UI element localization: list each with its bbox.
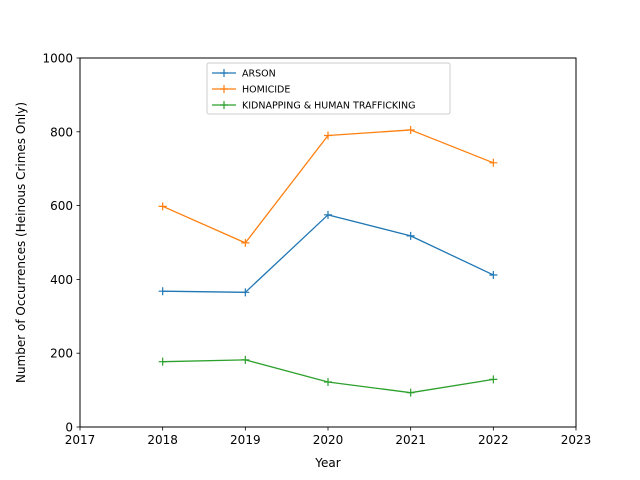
data-point-marker — [489, 270, 498, 279]
data-point-marker — [406, 231, 415, 240]
y-tick-label: 400 — [50, 273, 73, 287]
x-tick-label: 2020 — [313, 433, 344, 447]
series-layer — [158, 125, 498, 397]
data-point-marker — [241, 355, 250, 364]
data-point-marker — [324, 377, 332, 386]
y-tick-label: 800 — [50, 125, 73, 139]
x-tick-label: 2017 — [65, 433, 96, 447]
y-tick-label: 600 — [50, 199, 73, 213]
y-tick-label: 200 — [50, 347, 73, 361]
data-point-marker — [158, 202, 167, 211]
legend-label: KIDNAPPING & HUMAN TRAFFICKING — [242, 101, 415, 112]
data-point-marker — [241, 288, 250, 297]
legend-marker — [220, 85, 228, 93]
series-arson — [158, 210, 498, 297]
data-point-marker — [241, 238, 250, 247]
y-tick-label: 1000 — [42, 52, 73, 66]
data-point-marker — [406, 125, 415, 134]
x-tick-label: 2022 — [478, 433, 509, 447]
x-tick-label: 2021 — [395, 433, 426, 447]
data-point-marker — [489, 375, 498, 384]
y-axis: 0 200 400 600 800 1000 — [42, 52, 80, 435]
x-tick-label: 2018 — [147, 433, 178, 447]
legend-frame — [206, 62, 451, 115]
data-point-marker — [489, 158, 498, 167]
data-point-marker — [158, 287, 167, 296]
legend-marker — [220, 69, 228, 77]
x-axis-label: Year — [314, 456, 340, 470]
x-tick-label: 2019 — [230, 433, 261, 447]
series-homicide — [158, 125, 498, 247]
x-axis: 2017 2018 2019 2020 2021 2022 2023 — [65, 427, 592, 447]
x-tick-label: 2023 — [561, 433, 592, 447]
legend-marker — [220, 101, 228, 109]
legend-label: ARSON — [242, 69, 276, 80]
data-point-marker — [406, 388, 415, 397]
y-axis-label: Number of Occurrences (Heinous Crimes On… — [14, 102, 28, 383]
legend-label: HOMICIDE — [242, 85, 290, 96]
data-point-marker — [324, 210, 332, 219]
data-point-marker — [324, 131, 332, 140]
series-kidnapping-human-trafficking — [158, 355, 498, 397]
data-point-marker — [158, 357, 167, 366]
y-tick-label: 0 — [65, 421, 73, 435]
legend: ARSON HOMICIDE KIDNAPPING & HUMAN TRAFFICK… — [206, 62, 451, 115]
